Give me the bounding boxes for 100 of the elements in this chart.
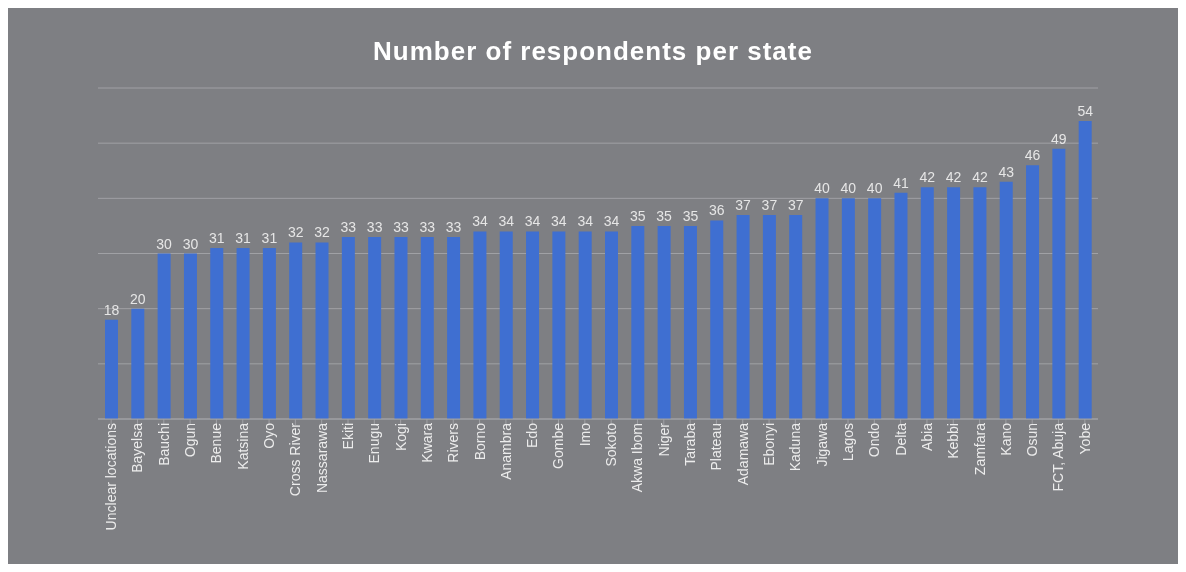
data-label: 35 xyxy=(630,207,646,224)
data-label: 33 xyxy=(340,218,357,235)
bar xyxy=(631,225,645,419)
bar xyxy=(736,214,750,419)
x-tick-label: Ogun xyxy=(182,423,199,458)
data-label: 33 xyxy=(419,218,436,235)
x-tick-label: Anambra xyxy=(497,422,514,480)
data-label: 34 xyxy=(472,213,488,230)
bar xyxy=(552,231,566,419)
x-tick-label: Sokoto xyxy=(603,422,620,467)
bar xyxy=(420,236,434,419)
x-tick-label: Oyo xyxy=(260,422,277,449)
x-tick-label: Unclear locations xyxy=(103,423,120,531)
data-label: 41 xyxy=(893,174,909,191)
x-tick-label: Ebonyi xyxy=(760,423,777,466)
chart-title: Number of respondents per state xyxy=(372,35,814,68)
x-tick-label: Niger xyxy=(655,422,672,457)
bar xyxy=(894,192,908,419)
x-tick-label: Akwa Ibom xyxy=(629,423,646,493)
x-tick-label: Ondo xyxy=(866,422,883,458)
data-label: 31 xyxy=(235,229,252,246)
bar xyxy=(157,253,171,419)
x-tick-label: Edo xyxy=(524,422,541,448)
x-tick-label: Cross River xyxy=(287,422,304,497)
bar xyxy=(710,220,724,419)
x-tick-label: Gombe xyxy=(550,422,567,469)
bar xyxy=(578,231,592,419)
bar xyxy=(262,247,276,419)
bar xyxy=(473,231,487,419)
x-tick-label: Enugu xyxy=(366,423,383,464)
data-label: 42 xyxy=(972,169,988,186)
bar xyxy=(947,187,961,419)
data-label: 36 xyxy=(708,202,725,219)
data-label: 34 xyxy=(577,213,594,230)
bar xyxy=(789,214,803,419)
bar xyxy=(920,187,934,419)
bar xyxy=(762,214,776,419)
data-label: 35 xyxy=(656,207,673,224)
bar xyxy=(341,236,355,419)
x-tick-label: Bauchi xyxy=(155,423,172,466)
data-label: 37 xyxy=(761,196,778,213)
data-label: 34 xyxy=(603,213,620,230)
bar xyxy=(289,242,303,419)
bar xyxy=(1078,121,1092,419)
data-label: 35 xyxy=(682,207,699,224)
x-tick-label: Kebbi xyxy=(945,423,962,459)
data-label: 30 xyxy=(156,235,173,252)
bar xyxy=(526,231,540,419)
x-tick-label: Kaduna xyxy=(787,422,804,472)
data-label: 34 xyxy=(524,213,541,230)
data-label: 40 xyxy=(840,180,857,197)
x-tick-label: Benue xyxy=(208,422,225,464)
x-tick-label: Taraba xyxy=(682,422,699,466)
x-tick-label: Adamawa xyxy=(734,422,751,486)
data-label: 30 xyxy=(182,235,199,252)
bar xyxy=(815,198,829,419)
data-label: 31 xyxy=(261,229,278,246)
data-label: 54 xyxy=(1077,103,1094,120)
data-label: 32 xyxy=(287,224,304,241)
x-tick-label: Kwara xyxy=(418,422,435,463)
bar xyxy=(105,319,118,419)
bar xyxy=(683,225,697,419)
data-label: 49 xyxy=(1051,130,1067,147)
x-tick-label: Lagos xyxy=(839,423,856,462)
bar xyxy=(236,247,250,419)
data-label: 33 xyxy=(393,218,409,235)
bar xyxy=(1052,148,1066,419)
x-tick-label: Nassarawa xyxy=(313,422,330,494)
data-label: 42 xyxy=(919,169,936,186)
bar xyxy=(315,242,329,419)
bar xyxy=(657,225,671,419)
x-tick-label: Yobe xyxy=(1076,422,1093,455)
x-tick-label: Imo xyxy=(576,422,593,447)
data-label: 33 xyxy=(366,218,383,235)
bar xyxy=(447,236,461,419)
bar xyxy=(499,231,513,419)
x-tick-label: Bayelsa xyxy=(129,422,146,473)
x-tick-label: Zamfara xyxy=(971,422,988,476)
x-tick-label: Kano xyxy=(997,422,1014,456)
bar xyxy=(210,247,224,419)
x-tick-label: Borno xyxy=(471,422,488,461)
bar xyxy=(999,181,1013,419)
bar xyxy=(605,231,618,419)
data-label: 34 xyxy=(498,213,515,230)
data-label: 42 xyxy=(945,169,962,186)
bar xyxy=(973,187,987,419)
x-tick-label: Abia xyxy=(918,422,935,452)
x-tick-label: Osun xyxy=(1024,423,1041,457)
x-tick-label: Ekiti xyxy=(339,423,356,450)
data-label: 40 xyxy=(866,180,883,197)
bar xyxy=(841,198,855,419)
x-tick-label: FCT, Abuja xyxy=(1050,422,1067,492)
x-tick-label: Delta xyxy=(892,422,909,456)
data-label: 18 xyxy=(103,301,120,318)
bar xyxy=(1026,165,1040,419)
data-label: 20 xyxy=(130,290,146,307)
data-label: 43 xyxy=(998,163,1015,180)
x-tick-label: Katsina xyxy=(234,422,251,470)
data-label: 34 xyxy=(551,213,567,230)
bar xyxy=(868,198,882,419)
